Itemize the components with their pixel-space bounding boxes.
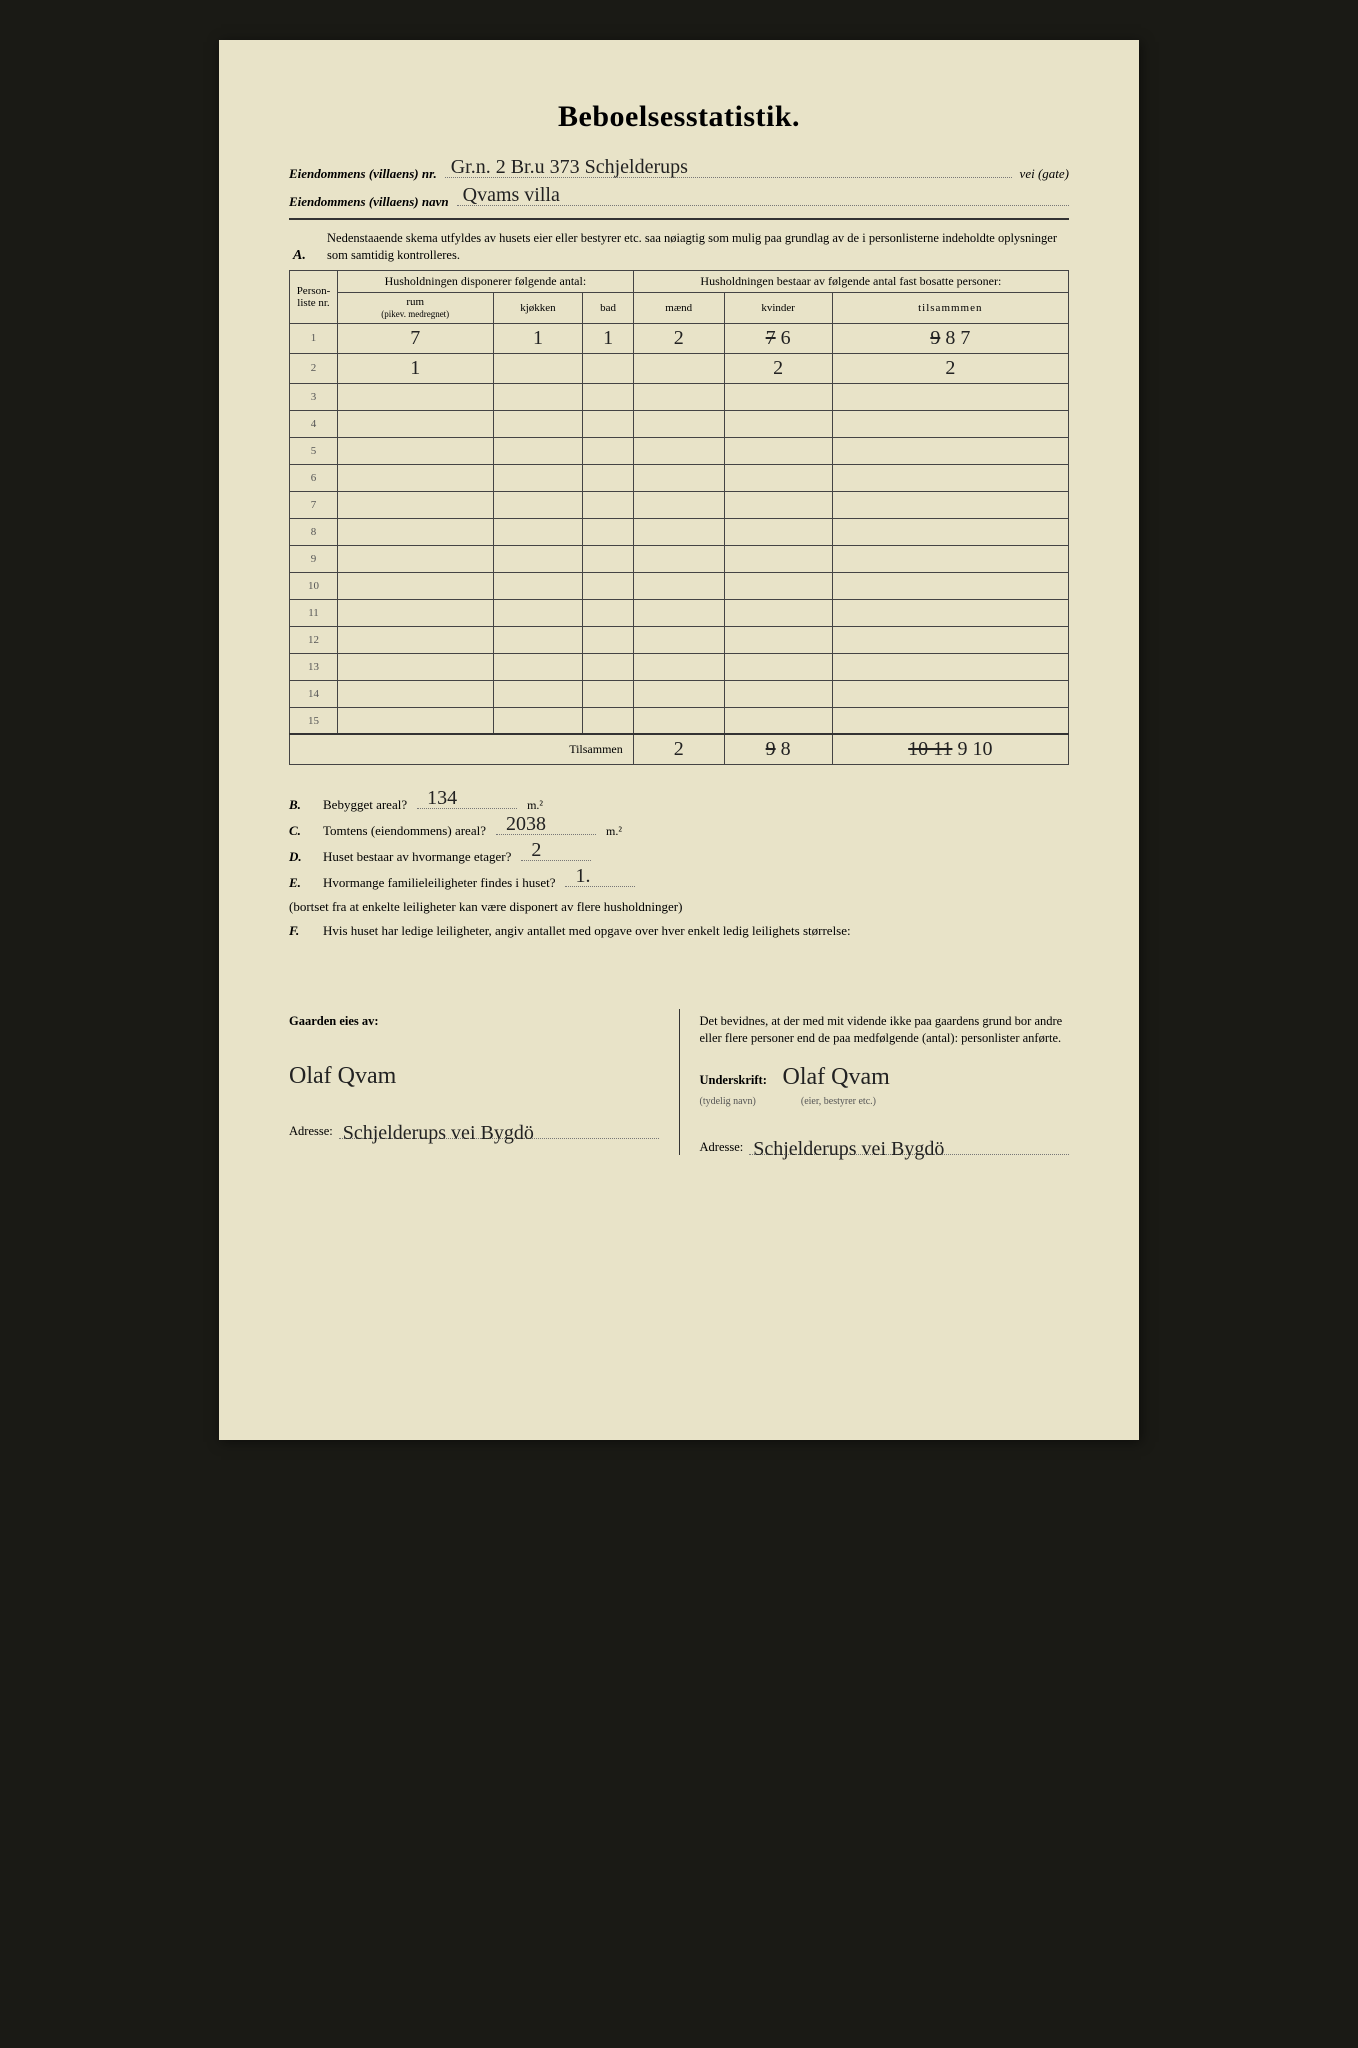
table-row: 15 [290,707,1069,734]
signature-row: Underskrift: Olaf Qvam [700,1061,1070,1093]
question-c: C. Tomtens (eiendommens) areal? 2038 m.² [289,821,1069,839]
col-personliste: Person-liste nr. [290,270,338,323]
value-b: 134 [427,787,457,810]
col-maend: mænd [633,292,724,323]
property-number-line: Eiendommens (villaens) nr. Gr.n. 2 Br.u … [289,160,1069,182]
property-number-label: Eiendommens (villaens) nr. [289,166,437,182]
col-kvinder: kvinder [724,292,832,323]
property-name-label: Eiendommens (villaens) navn [289,194,449,210]
table-row: 2122 [290,353,1069,383]
owner-address: Schjelderups vei Bygdö [343,1122,534,1144]
table-row: 4 [290,410,1069,437]
section-a-text: Nedenstaaende skema utfyldes av husets e… [327,231,1057,262]
signature: Olaf Qvam [782,1064,889,1090]
property-name-field: Qvams villa [457,188,1069,206]
value-c: 2038 [506,813,546,836]
signature-block: Gaarden eies av: Olaf Qvam Adresse: Schj… [289,1009,1069,1155]
street-suffix: vei (gate) [1020,166,1069,182]
property-number-field: Gr.n. 2 Br.u 373 Schjelderups [445,160,1012,178]
table-row: 10 [290,572,1069,599]
col-rum: rum (pikev. medregnet) [338,292,494,323]
totals-maend: 2 [633,734,724,765]
table-body: 171127 69 8 721223456789101112131415 [290,323,1069,734]
totals-row: Tilsammen 2 9 8 10 11 9 10 [290,734,1069,765]
question-d: D. Huset bestaar av hvormange etager? 2 [289,847,1069,865]
value-d: 2 [531,839,541,862]
table-row: 14 [290,680,1069,707]
question-e: E. Hvormange familieleiligheter findes i… [289,873,1069,915]
property-name-line: Eiendommens (villaens) navn Qvams villa [289,188,1069,210]
question-e-note: (bortset fra at enkelte leiligheter kan … [289,899,682,914]
owner-label: Gaarden eies av: [289,1013,659,1030]
table-row: 9 [290,545,1069,572]
question-f: F. Hvis huset har ledige leiligheter, an… [289,923,1069,939]
col-group-dispose: Husholdningen disponerer følgende antal: [338,270,634,292]
property-number-value: Gr.n. 2 Br.u 373 Schjelderups [451,157,688,177]
table-row: 6 [290,464,1069,491]
table-row: 171127 69 8 7 [290,323,1069,353]
sig-address-row: Adresse: Schjelderups vei Bygdö [700,1135,1070,1155]
document-page: Beboelsesstatistik. Eiendommens (villaen… [219,40,1139,1440]
col-tilsammen: tilsammmen [832,292,1068,323]
col-bad: bad [583,292,633,323]
table-row: 3 [290,383,1069,410]
table-row: 7 [290,491,1069,518]
col-kjokken: kjøkken [493,292,583,323]
table-row: 11 [290,599,1069,626]
page-title: Beboelsesstatistik. [289,100,1069,134]
question-b: B. Bebygget areal? 134 m.² [289,795,1069,813]
sig-address: Schjelderups vei Bygdö [753,1138,944,1160]
owner-address-row: Adresse: Schjelderups vei Bygdö [289,1119,659,1139]
attestation-column: Det bevidnes, at der med mit vidende ikk… [700,1009,1070,1155]
property-name-value: Qvams villa [463,185,560,205]
table-row: 8 [290,518,1069,545]
owner-column: Gaarden eies av: Olaf Qvam Adresse: Schj… [289,1009,659,1155]
divider [289,218,1069,220]
owner-name: Olaf Qvam [289,1060,659,1092]
questions-block: B. Bebygget areal? 134 m.² C. Tomtens (e… [289,795,1069,939]
attestation-text: Det bevidnes, at der med mit vidende ikk… [700,1013,1070,1047]
household-table: Person-liste nr. Husholdningen disponere… [289,270,1069,766]
value-e: 1. [575,865,590,888]
col-group-persons: Husholdningen bestaar av følgende antal … [633,270,1068,292]
column-separator [679,1009,680,1155]
section-a-letter: A. [293,247,306,266]
totals-tilsammen: 10 11 9 10 [832,734,1068,765]
table-row: 5 [290,437,1069,464]
totals-kvinder: 9 8 [724,734,832,765]
header-block: Eiendommens (villaens) nr. Gr.n. 2 Br.u … [289,160,1069,210]
table-row: 13 [290,653,1069,680]
totals-label: Tilsammen [290,734,634,765]
section-a-note: A. Nedenstaaende skema utfyldes av huset… [289,224,1069,270]
table-head: Person-liste nr. Husholdningen disponere… [290,270,1069,323]
table-row: 12 [290,626,1069,653]
